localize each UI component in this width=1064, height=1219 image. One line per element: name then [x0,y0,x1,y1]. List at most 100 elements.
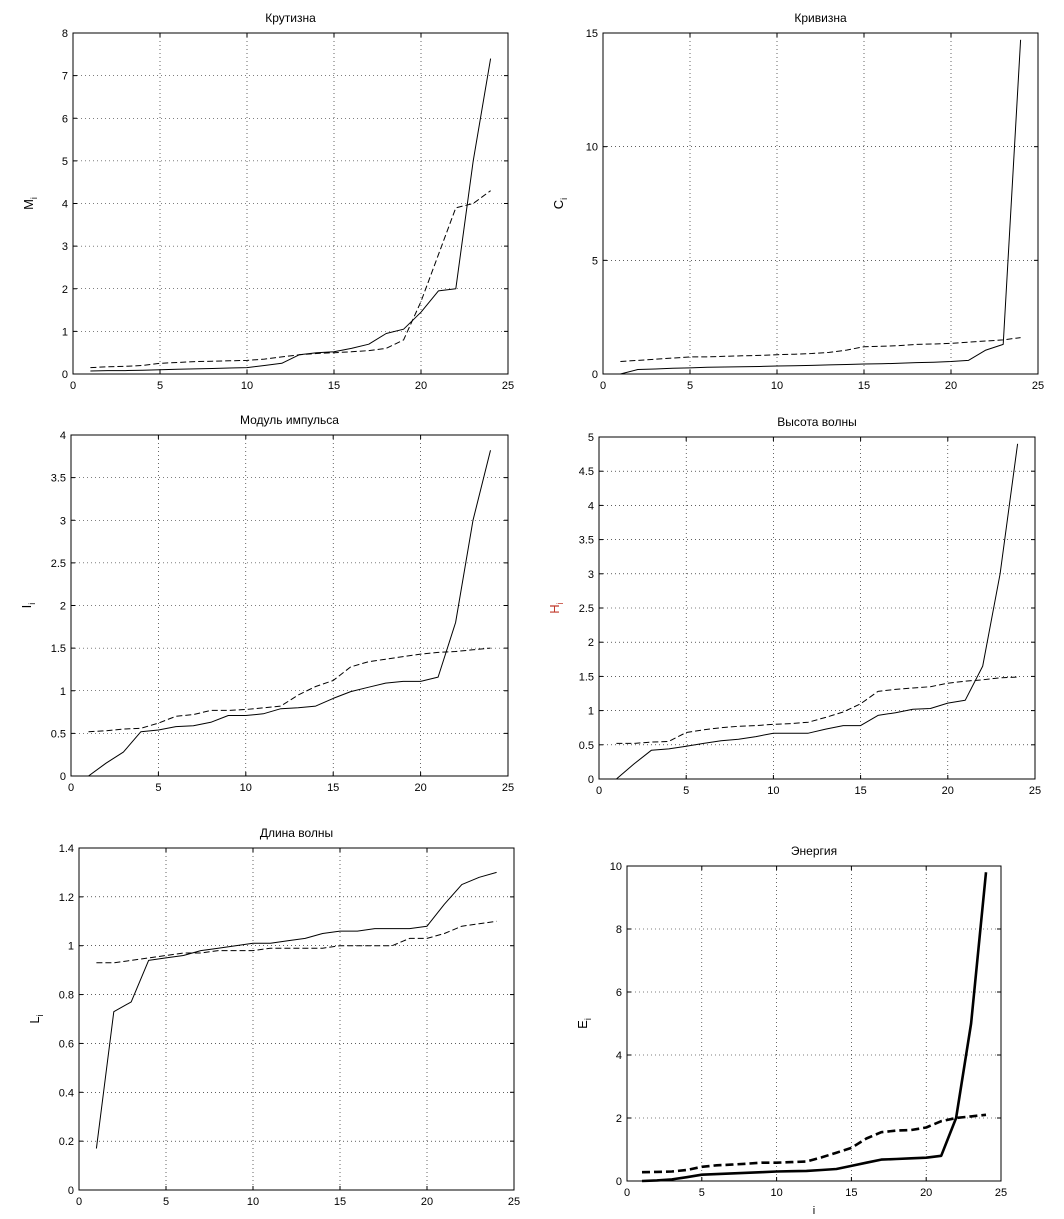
y-axis-label: Mi [21,197,39,210]
y-tick-label: 5 [588,432,594,444]
axes-frame [78,847,515,1191]
y-tick-label: 0.2 [59,1136,74,1148]
x-tick-label: 25 [502,380,514,392]
y-tick-label: 0.6 [59,1038,74,1050]
y-tick-label: 10 [586,142,598,154]
x-tick-label: 5 [687,380,693,392]
chart-title: Модуль импульса [240,413,339,427]
x-tick-label: 10 [241,380,253,392]
x-tick-label: 10 [767,785,779,797]
y-tick-label: 0.5 [579,740,594,752]
y-tick-label: 1.5 [51,643,66,655]
chart-title: Высота волны [777,415,856,429]
series-line-solid [90,58,492,372]
y-tick-label: 2 [616,1113,622,1125]
y-tick-label: 6 [62,113,68,125]
chart-title: Крутизна [265,11,316,25]
series-line-solid [641,872,988,1183]
y-tick-label: 3.5 [579,535,594,547]
y-tick-label: 7 [62,71,68,83]
y-tick-label: 5 [592,255,598,267]
chart-panel-4: 0 5 10 15 20 25 0 0.5 1 1.5 2 2.5 3 3.5 4 4.5 5 Высота во… [547,415,1041,797]
x-tick-label: 10 [247,1196,259,1208]
x-tick-label: 20 [920,1187,932,1199]
y-tick-label: 2 [60,601,66,613]
x-tick-label: 5 [699,1187,705,1199]
y-tick-label: 1 [68,941,74,953]
x-tick-label: 25 [508,1196,520,1208]
x-tick-label: 0 [76,1196,82,1208]
y-tick-label: 2.5 [579,603,594,615]
plot-area [599,437,1035,779]
series-line-dashed [88,647,491,733]
y-tick-label: 10 [610,861,622,873]
plot-area [603,33,1038,374]
x-tick-label: 15 [854,785,866,797]
y-tick-label: 0 [616,1176,622,1188]
axes-frame [602,32,1039,375]
y-tick-label: 8 [616,924,622,936]
y-tick-label: 4 [62,199,68,211]
x-tick-label: 15 [858,380,870,392]
y-tick-label: 1 [588,706,594,718]
series-line-dashed [96,920,497,964]
series-line-dashed [641,1113,987,1174]
y-axis-label: Hi [547,602,565,613]
x-tick-label: 15 [328,380,340,392]
x-tick-label: 25 [995,1187,1007,1199]
chart-title: Длина волны [260,826,333,840]
series-line-dashed [620,337,1021,362]
x-tick-label: 5 [155,782,161,794]
y-tick-label: 1.2 [59,892,74,904]
x-tick-label: 0 [600,380,606,392]
y-tick-label: 0 [62,369,68,381]
chart-title: Кривизна [794,11,847,25]
y-tick-label: 3.5 [51,473,66,485]
series-line-solid [88,450,491,777]
y-tick-label: 2 [588,637,594,649]
x-tick-label: 20 [945,380,957,392]
series-line-dashed [90,190,491,369]
x-tick-label: 0 [70,380,76,392]
y-tick-label: 0.4 [59,1087,74,1099]
x-tick-label: 0 [596,785,602,797]
x-tick-label: 5 [163,1196,169,1208]
series-line-solid [95,871,497,1149]
chart-panel-5: 0 5 10 15 20 25 0 0.2 0.4 0.6 0.8 1 1.2 1.4 Длина волн… [27,826,520,1208]
x-tick-label: 20 [414,782,426,794]
y-tick-label: 0 [68,1185,74,1197]
series-line-dashed [616,676,1018,744]
chart-panel-3: 0 5 10 15 20 25 0 0.5 1 1.5 2 2.5 3 3.5 4 Модуль импуль… [19,413,514,794]
y-tick-label: 4 [588,500,594,512]
y-tick-label: 2 [62,284,68,296]
series-line-solid [616,443,1019,780]
chart-panel-1: 0 5 10 15 20 25 0 1 2 3 4 5 6 7 8 Крутизна Mi [21,11,514,392]
y-tick-label: 0 [592,369,598,381]
x-tick-label: 25 [1029,785,1041,797]
x-tick-label: 10 [771,380,783,392]
plot-area [79,848,514,1190]
y-tick-label: 6 [616,987,622,999]
y-tick-label: 4 [616,1050,622,1062]
y-tick-label: 3 [62,241,68,253]
y-tick-label: 1 [60,686,66,698]
x-tick-label: 25 [502,782,514,794]
x-tick-label: 5 [157,380,163,392]
y-tick-label: 2.5 [51,558,66,570]
x-axis-label: i [813,1205,815,1217]
y-tick-label: 1 [62,326,68,338]
y-tick-label: 0 [588,774,594,786]
series-line-solid [620,39,1022,375]
x-tick-label: 15 [327,782,339,794]
y-tick-label: 0.5 [51,728,66,740]
x-tick-label: 0 [68,782,74,794]
y-tick-label: 5 [62,156,68,168]
plot-area [627,866,1001,1181]
y-axis-label: Li [27,1014,45,1023]
y-axis-label: Ci [551,198,569,209]
axes-frame [626,865,1002,1182]
y-tick-label: 1.4 [59,843,74,855]
y-axis-label: Ei [575,1018,593,1029]
y-tick-label: 3 [60,515,66,527]
